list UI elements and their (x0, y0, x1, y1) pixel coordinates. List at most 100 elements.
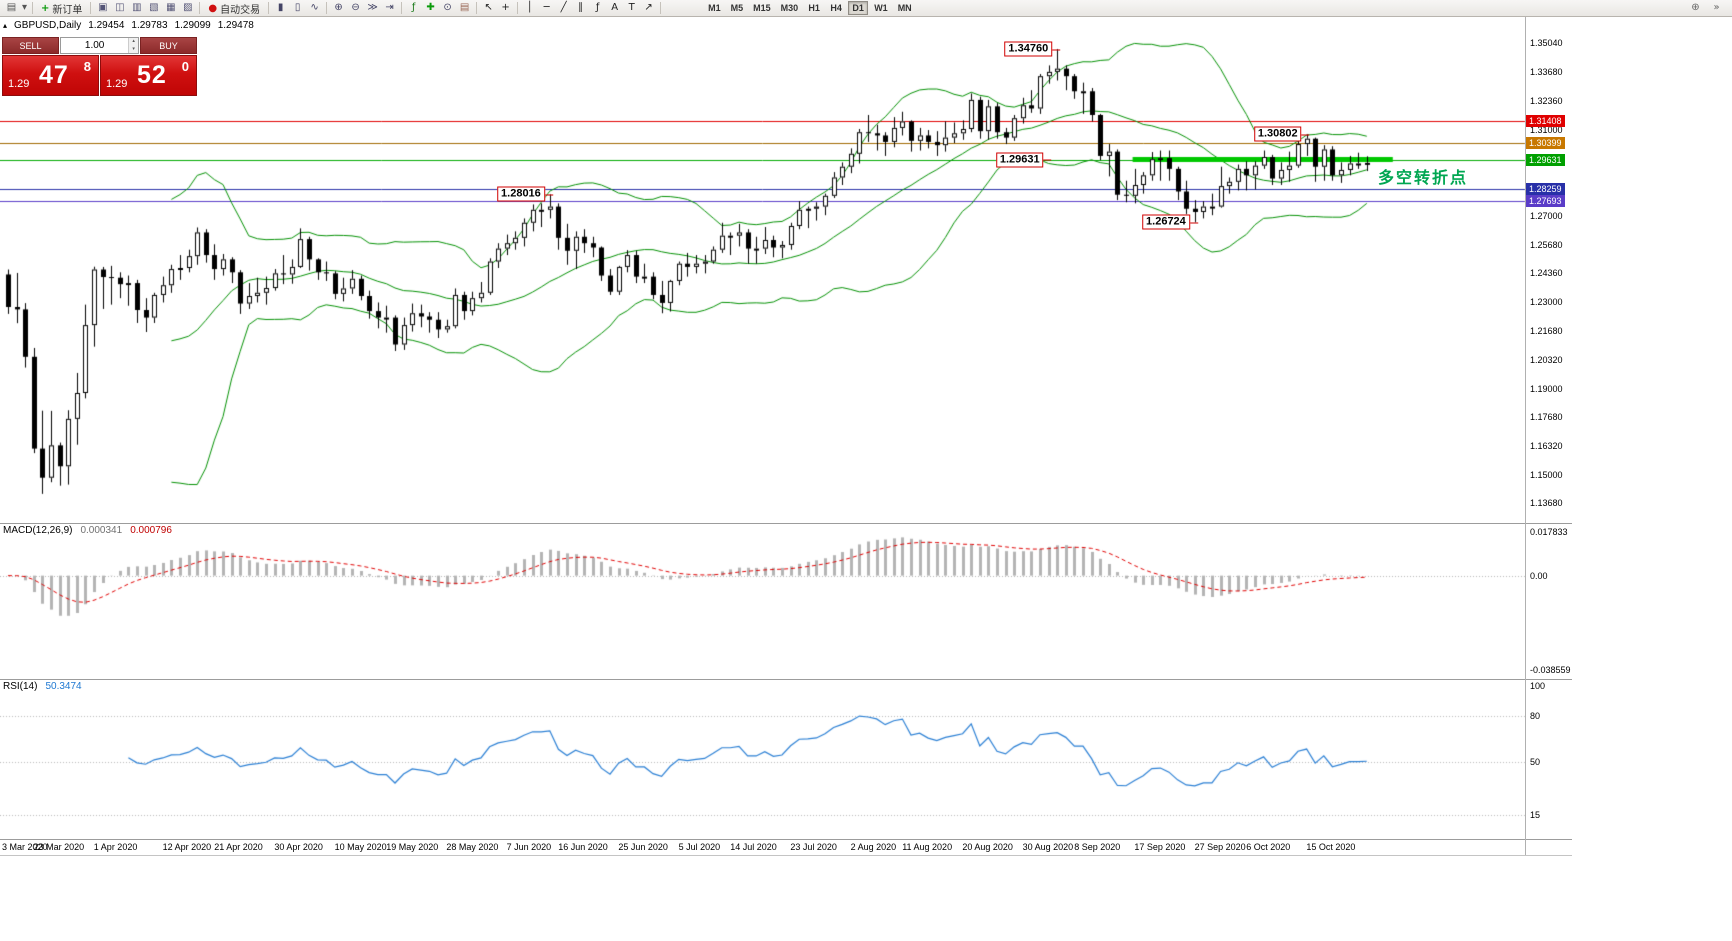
strategy-tester-icon[interactable]: ▨ (183, 2, 193, 13)
price-scale-label: 1.19000 (1530, 383, 1563, 394)
price-tag: 1.29631 (1526, 153, 1565, 166)
date-label: 30 Apr 2020 (274, 842, 323, 852)
add-indicator-icon[interactable]: ✚ (426, 2, 435, 13)
zoom-out-icon[interactable]: ⊖ (351, 2, 360, 13)
date-label: 2 Aug 2020 (850, 842, 897, 852)
sell-price-prefix: 1.29 (8, 78, 30, 90)
fibonacci-icon[interactable]: ƒ (595, 2, 600, 13)
horizontal-line-icon[interactable]: ─ (543, 2, 550, 13)
autotrading-button[interactable]: ● 自动交易 (203, 1, 265, 16)
equidistant-channel-icon[interactable]: ∥ (578, 2, 584, 13)
price-tag: 1.30399 (1526, 137, 1565, 150)
zoom-in-icon[interactable]: ⊕ (334, 2, 343, 13)
rsi-scale-label: 80 (1530, 711, 1541, 722)
chart-bottom-border (0, 855, 1572, 856)
timeframe-m15[interactable]: M15 (753, 3, 771, 13)
macd-scale-label: -0.038559 (1530, 665, 1571, 675)
timeframe-h1[interactable]: H1 (808, 3, 820, 13)
text-label-icon[interactable]: T (628, 2, 635, 13)
navigator-icon[interactable]: ▧ (149, 2, 159, 13)
buy-button[interactable]: BUY (140, 37, 197, 54)
time-axis-divider (0, 839, 1572, 840)
chart-shift-icon[interactable]: ⇥ (385, 2, 394, 13)
data-window-icon[interactable]: ▥ (132, 2, 142, 13)
sell-price-point: 8 (83, 59, 91, 74)
toolbar-separator (476, 2, 478, 14)
trendline-icon[interactable]: ╱ (560, 2, 567, 13)
buy-price-button[interactable]: 1.29 52 0 (100, 55, 197, 96)
sell-price-button[interactable]: 1.29 47 8 (2, 55, 99, 96)
ohlc-header: GBPUSD,Daily 1.29454 1.29783 1.29099 1.2… (14, 20, 254, 31)
date-label: 12 Apr 2020 (162, 842, 212, 852)
date-label: 1 Apr 2020 (93, 842, 138, 852)
autotrading-button-icon: ● (208, 2, 218, 14)
new-order-button-label: 新订单 (52, 4, 83, 16)
sell-button[interactable]: SELL (2, 37, 59, 54)
timeframe-h4[interactable]: H4 (830, 3, 842, 13)
date-label: 10 May 2020 (334, 842, 387, 852)
date-label: 25 Jun 2020 (618, 842, 668, 852)
text-icon[interactable]: A (611, 2, 619, 13)
macd-panel-divider[interactable] (0, 523, 1572, 524)
auto-scroll-icon[interactable]: ≫ (367, 2, 378, 13)
timeframe-m30[interactable]: M30 (780, 3, 799, 13)
templates-icon[interactable]: ▤ (459, 2, 470, 13)
toolbar-separator (517, 2, 519, 14)
price-scale-label: 1.16320 (1530, 441, 1563, 452)
date-label: 27 Sep 2020 (1194, 842, 1246, 852)
periods-icon[interactable]: ⊙ (443, 2, 452, 13)
date-label: 5 Jul 2020 (678, 842, 721, 852)
date-label: 23 Jul 2020 (790, 842, 837, 852)
crosshair-icon[interactable]: + (501, 2, 510, 13)
bars-mode-icon[interactable]: ▮ (277, 2, 284, 13)
price-callout[interactable]: 1.26724 (1142, 214, 1198, 230)
macd-main-value: 0.000341 (80, 525, 123, 536)
toolbar-separator (660, 2, 662, 14)
new-order-button[interactable]: + 新订单 (36, 1, 87, 16)
price-callout[interactable]: 1.34760 (1004, 41, 1060, 57)
open-value: 1.29454 (88, 20, 125, 31)
volume-decrease-button[interactable]: ▾ (129, 45, 138, 53)
cursor-icon[interactable]: ↖ (484, 2, 493, 13)
timeframe-d1[interactable]: D1 (848, 1, 869, 15)
autotrading-button-label: 自动交易 (220, 4, 261, 16)
line-mode-icon[interactable]: ∿ (310, 2, 319, 13)
market-watch-icon[interactable]: ◫ (115, 2, 125, 13)
date-label: 11 Aug 2020 (902, 842, 953, 852)
vertical-line-icon[interactable]: │ (526, 2, 533, 13)
volume-input[interactable] (61, 38, 129, 53)
indicators-icon[interactable]: ƒ (411, 2, 416, 13)
price-scale-label: 1.15000 (1530, 469, 1563, 480)
terminal-icon[interactable]: ▦ (166, 2, 176, 13)
rsi-panel-divider[interactable] (0, 679, 1572, 680)
price-callout[interactable]: 1.30802 (1253, 126, 1310, 142)
macd-title: MACD(12,26,9) (3, 525, 73, 536)
price-scale-label: 1.27000 (1530, 211, 1563, 222)
timeframe-w1[interactable]: W1 (874, 3, 888, 13)
price-scale-label: 1.21680 (1530, 325, 1563, 336)
chart-dropdown-icon[interactable]: ▾ (21, 2, 28, 13)
toolbar-separator (90, 2, 92, 14)
timeframe-m1[interactable]: M1 (708, 3, 721, 13)
candles-mode-icon[interactable]: ▯ (294, 2, 301, 13)
price-callout[interactable]: 1.28016 (497, 186, 553, 202)
toolbar-right-group: ⊕» (1687, 1, 1729, 16)
one-click-trading-panel: SELL ▴ ▾ BUY 1.29 47 8 1.29 (2, 37, 197, 96)
zoom-tool-icon[interactable]: ⊕ (1691, 2, 1700, 13)
charts-cascade-icon[interactable]: ▣ (98, 2, 108, 13)
buy-price-point: 0 (181, 59, 189, 74)
price-scale-label: 1.33680 (1530, 67, 1563, 78)
price-scale-label: 1.17680 (1530, 412, 1563, 423)
new-chart-icon[interactable]: ▤ (6, 2, 17, 13)
volume-increase-button[interactable]: ▴ (129, 38, 138, 46)
arrows-icon[interactable]: ↗ (644, 2, 653, 13)
rsi-value: 50.3474 (45, 681, 82, 692)
price-callout[interactable]: 1.29631 (995, 152, 1052, 168)
timeframe-m5[interactable]: M5 (730, 3, 744, 13)
oneclick-collapse-icon[interactable]: ▴ (3, 21, 8, 30)
turning-point-annotation[interactable]: 多空转折点 (1378, 170, 1469, 187)
timeframe-mn[interactable]: MN (897, 3, 912, 13)
overflow-icon[interactable]: » (1713, 2, 1720, 13)
